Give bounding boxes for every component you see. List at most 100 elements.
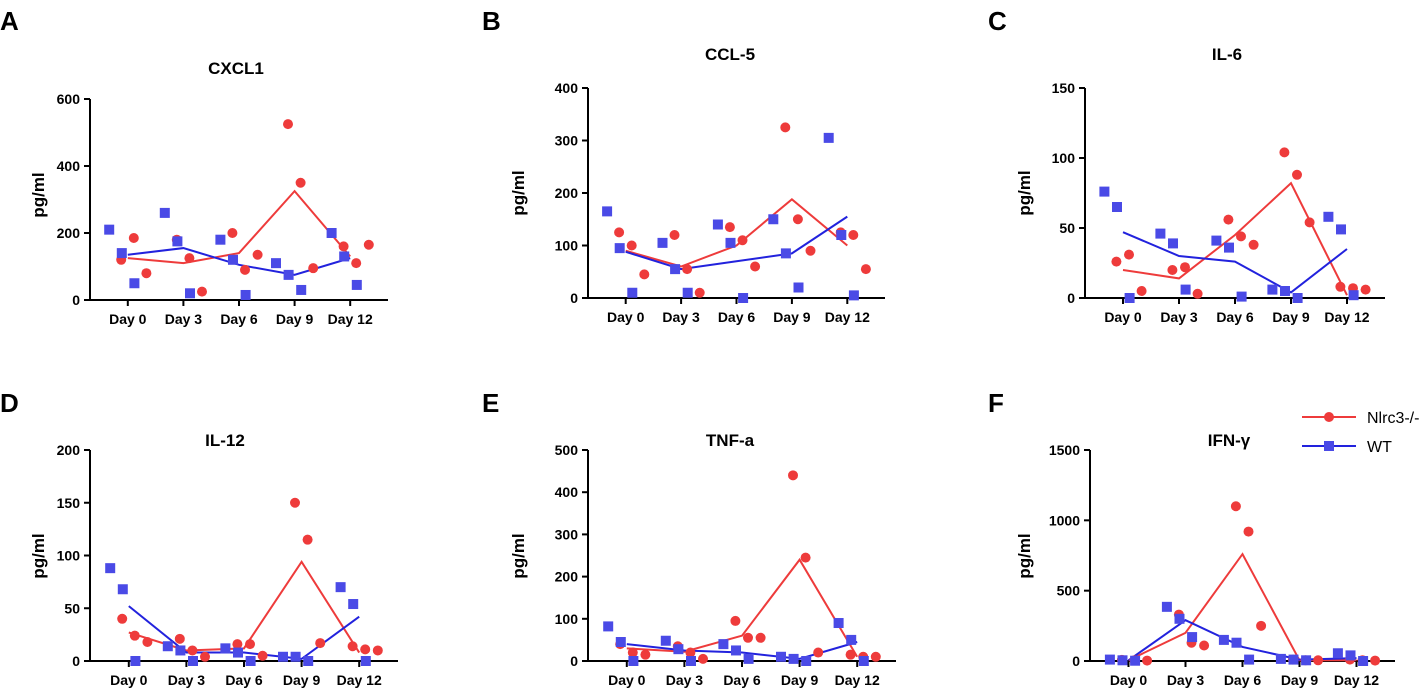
data-point-wt — [228, 254, 238, 265]
series-line-nlrc3 — [1122, 181, 1348, 296]
data-point-wt — [240, 289, 251, 300]
data-point-wt — [1180, 284, 1191, 295]
data-point-nlrc3 — [792, 214, 803, 225]
data-point-nlrc3 — [813, 647, 824, 658]
legend-item-wt: WT — [1302, 439, 1392, 456]
x-tick-label: Day 9 — [1281, 672, 1319, 688]
data-point-nlrc3 — [737, 235, 748, 246]
data-point-wt — [1323, 211, 1334, 222]
series-line-wt — [1127, 619, 1357, 662]
panel-f: F IFN-γ pg/ml 0 500 1000 1500 Day 0 Day 3 Day … — [988, 388, 1395, 688]
y-tick-label: 500 — [1057, 583, 1081, 599]
y-tick-label: 100 — [57, 548, 81, 564]
y-tick-label: 300 — [555, 526, 579, 542]
data-point-wt — [1280, 286, 1290, 296]
data-point-nlrc3 — [347, 641, 358, 652]
data-point-wt — [673, 644, 684, 655]
legend-marker-wt — [1324, 441, 1334, 451]
data-point-wt — [1211, 235, 1222, 246]
data-point-nlrc3 — [750, 261, 761, 272]
data-point-wt — [271, 258, 281, 269]
data-point-wt — [712, 219, 723, 230]
panel-b: B CCL-5 pg/ml 0 100 200 300 400 Day 0 Day 3 Day… — [482, 6, 885, 325]
x-tick-label: Day 12 — [835, 672, 880, 688]
data-point-wt — [1301, 655, 1312, 666]
data-point-nlrc3 — [1223, 214, 1234, 225]
data-point-wt — [776, 651, 786, 662]
y-tick-label: 1000 — [1049, 512, 1080, 528]
data-point-nlrc3 — [315, 638, 326, 649]
x-tick-label: Day 6 — [1216, 309, 1254, 325]
data-point-wt — [326, 228, 337, 238]
series-line-nlrc3 — [128, 559, 361, 654]
series-line-nlrc3 — [626, 557, 859, 658]
legend-label-wt: WT — [1367, 439, 1392, 456]
data-point-wt — [602, 206, 613, 217]
data-point-wt — [1267, 284, 1278, 295]
data-point-wt — [670, 264, 681, 275]
y-axis-label-c: pg/ml — [1015, 170, 1034, 215]
x-tick-label: Day 3 — [1167, 672, 1205, 688]
data-point-wt — [1275, 653, 1286, 664]
data-point-wt — [290, 651, 301, 662]
panel-letter-f: F — [988, 388, 1004, 418]
y-tick-label: 0 — [570, 290, 578, 306]
x-tick-label: Day 9 — [773, 309, 811, 325]
y-tick-label: 200 — [555, 569, 579, 585]
data-point-nlrc3 — [245, 639, 255, 650]
data-point-wt — [1224, 242, 1234, 253]
chart-title-d: IL-12 — [205, 431, 245, 450]
y-tick-label: 200 — [57, 442, 81, 458]
data-point-nlrc3 — [142, 637, 153, 648]
y-tick-label: 600 — [57, 91, 81, 107]
y-axis-label-f: pg/ml — [1015, 533, 1034, 578]
data-point-wt — [1336, 224, 1346, 235]
x-tick-label: Day 12 — [328, 311, 373, 327]
y-tick-label: 400 — [555, 80, 579, 96]
data-point-wt — [614, 243, 625, 254]
x-tick-label: Day 0 — [1110, 672, 1148, 688]
legend-item-nlrc3: Nlrc3-/- — [1302, 410, 1419, 427]
data-point-wt — [159, 207, 170, 218]
data-point-wt — [731, 645, 741, 656]
data-point-nlrc3 — [252, 249, 263, 260]
data-point-wt — [788, 653, 799, 664]
y-tick-label: 0 — [1067, 290, 1075, 306]
x-tick-label: Day 12 — [1334, 672, 1379, 688]
panel-letter-c: C — [988, 6, 1007, 36]
y-axis-label-e: pg/ml — [509, 533, 528, 578]
data-point-nlrc3 — [363, 239, 374, 250]
data-point-wt — [1168, 238, 1178, 249]
data-point-nlrc3 — [187, 645, 198, 656]
data-point-wt — [105, 563, 116, 574]
data-point-wt — [215, 234, 226, 245]
data-point-wt — [836, 230, 847, 240]
data-point-nlrc3 — [308, 263, 319, 274]
x-tick-label: Day 6 — [220, 311, 258, 327]
data-point-nlrc3 — [627, 647, 638, 658]
plot-area-b: 0 100 200 300 400 Day 0 Day 3 Day 6 Day 9 Day 12 — [555, 80, 885, 325]
data-point-nlrc3 — [232, 639, 243, 650]
data-point-nlrc3 — [626, 240, 637, 251]
data-point-nlrc3 — [290, 497, 300, 508]
x-tick-label: Day 9 — [283, 672, 321, 688]
series-line-wt — [1122, 231, 1348, 294]
data-point-nlrc3 — [1111, 256, 1122, 267]
data-point-nlrc3 — [1236, 231, 1246, 242]
data-point-nlrc3 — [1279, 147, 1290, 158]
x-tick-label: Day 12 — [825, 309, 870, 325]
data-point-wt — [848, 290, 859, 301]
data-point-nlrc3 — [669, 230, 680, 240]
data-point-nlrc3 — [1199, 640, 1210, 651]
panel-letter-d: D — [0, 388, 19, 418]
data-point-wt — [1104, 654, 1115, 665]
y-axis-label-d: pg/ml — [29, 533, 48, 578]
chart-title-b: CCL-5 — [705, 45, 755, 64]
data-point-nlrc3 — [743, 632, 753, 643]
plot-area-f: 0 500 1000 1500 Day 0 Day 3 Day 6 Day 9 Day 12 — [1049, 442, 1395, 688]
data-point-wt — [628, 656, 639, 666]
data-point-wt — [858, 656, 869, 666]
x-tick-label: Day 9 — [276, 311, 314, 327]
plot-area-e: 0 100 200 300 400 500 Day 0 Day 3 Day 6 Day 9 Day … — [555, 442, 896, 688]
data-point-wt — [1130, 655, 1141, 666]
